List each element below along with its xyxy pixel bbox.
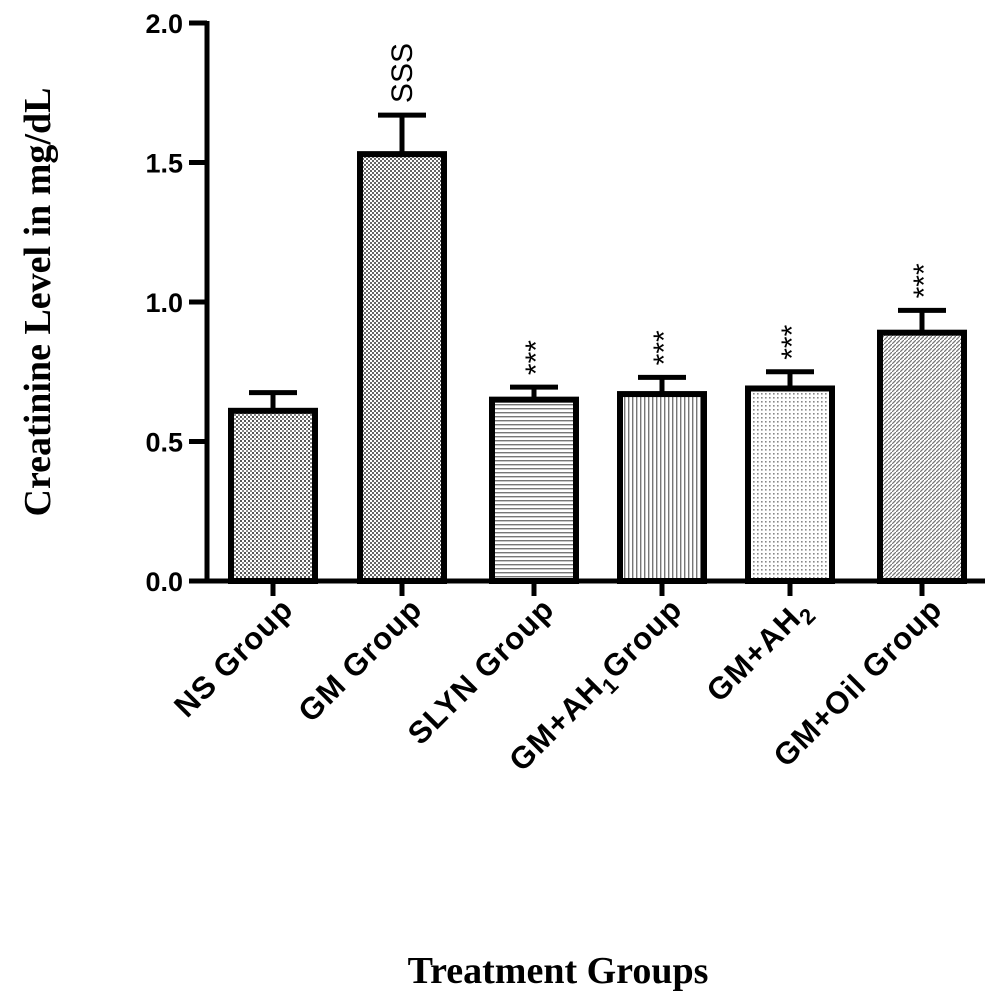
bar — [745, 385, 835, 584]
category-label: GM+AH2 — [700, 591, 822, 713]
category-label: NS Group — [167, 591, 300, 724]
category-label-rest: Group — [595, 591, 689, 685]
x-axis-label: Treatment Groups — [408, 950, 709, 992]
bar — [877, 329, 967, 584]
significance-label: SSS — [386, 43, 419, 103]
bar — [228, 407, 318, 584]
bar — [489, 396, 579, 584]
category-label-main: NS Group — [167, 591, 300, 724]
category-label-main: GM Group — [291, 591, 429, 729]
y-tick-label: 0.0 — [145, 567, 183, 597]
y-tick-label: 1.5 — [145, 149, 183, 179]
y-tick-label: 2.0 — [145, 9, 183, 39]
category-label-main: GM+AH — [700, 601, 808, 709]
y-tick-label: 1.0 — [145, 288, 183, 318]
y-axis-label: Creatinine Level in mg/dL — [17, 88, 59, 517]
significance-label: *** — [908, 263, 941, 298]
significance-label: *** — [776, 324, 809, 359]
significance-label: *** — [520, 340, 553, 375]
axes: 0.0 0.5 1.0 1.5 2.0 — [145, 9, 985, 597]
category-label: GM Group — [291, 591, 429, 729]
y-tick-label: 0.5 — [145, 428, 183, 458]
bar — [617, 391, 707, 584]
bar — [357, 151, 447, 584]
category-label-main: GM+AH — [502, 670, 610, 778]
bars — [228, 112, 967, 584]
significance-label: *** — [648, 330, 681, 365]
